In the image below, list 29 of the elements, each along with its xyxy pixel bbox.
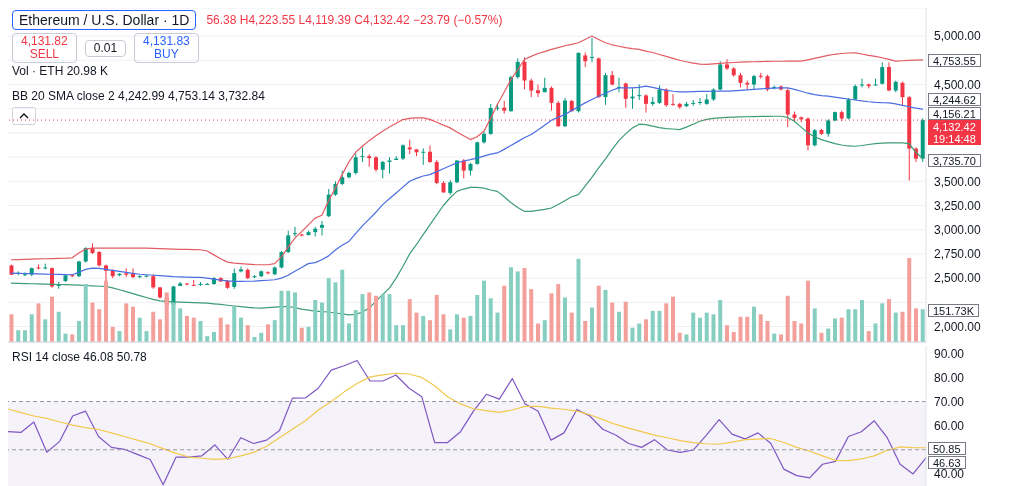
annotation: Vol · ETH 20.98 K [12, 64, 109, 78]
text: 3,735.70 [933, 154, 976, 167]
y-tick-label: 5,000.00 [934, 29, 982, 44]
text: 4,244.62 [933, 93, 976, 106]
y-tick-label: 3,500.00 [934, 174, 982, 189]
y-tick-label: 40.00 [934, 467, 965, 482]
text: 151.73K [933, 304, 974, 317]
annotation: 56.38 H4,223.55 L4,119.39 C4,132.42 −23.79 (−0.57%) [206, 13, 503, 27]
y-tick-label: 80.00 [934, 370, 965, 385]
y-tick-label: 2,750.00 [934, 247, 982, 262]
annotation: BB 20 SMA close 2 4,242.99 4,753.14 3,732.84 [12, 89, 266, 103]
annotation: 4,131.83 BUY [143, 34, 190, 61]
text: 4,753.55 [933, 54, 976, 67]
chart-title: Ethereum / U.S. Dollar · 1D [12, 10, 197, 30]
text: 46.63 [933, 456, 961, 469]
ref-line-label: 4,132.42 19:14:48 [933, 120, 976, 145]
annotation: 0.01 [93, 40, 118, 55]
y-tick-label: 4,500.00 [934, 77, 982, 92]
y-tick-label: 3,250.00 [934, 198, 982, 213]
y-tick-label: 3,000.00 [934, 222, 982, 237]
text: 4,156.21 [933, 107, 976, 120]
annotation: 4,131.82 SELL [21, 34, 68, 61]
y-tick-label: 60.00 [934, 418, 965, 433]
annotation: RSI 14 close 46.08 50.78 [12, 350, 147, 364]
y-tick-label: 2,500.00 [934, 271, 982, 286]
y-tick-label: 2,000.00 [934, 319, 982, 334]
text: 50.85 [933, 442, 961, 455]
y-tick-label: 70.00 [934, 394, 965, 409]
y-tick-label: 90.00 [934, 346, 965, 361]
